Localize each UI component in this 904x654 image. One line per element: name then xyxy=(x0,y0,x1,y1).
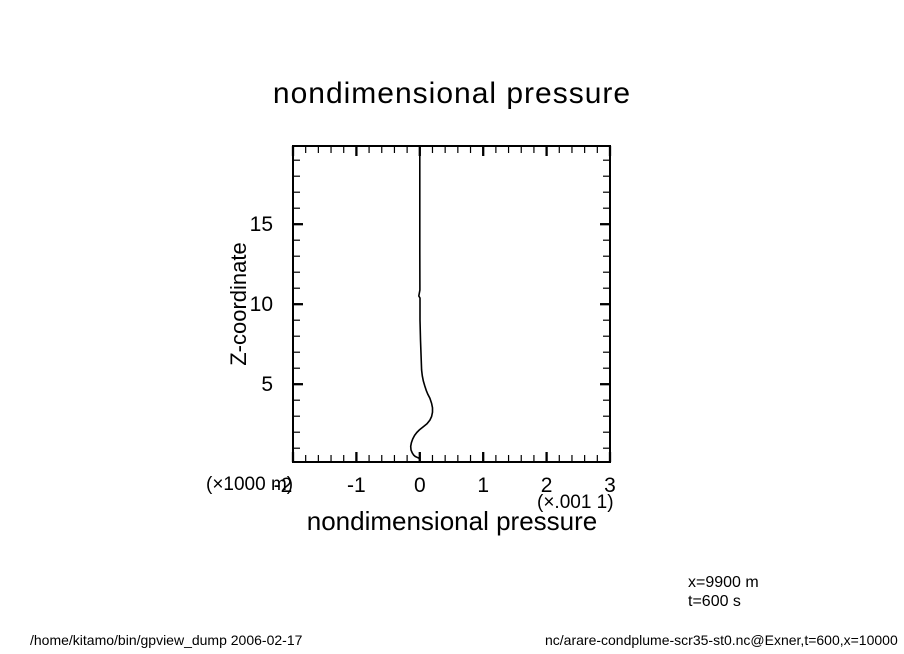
svg-text:nondimensional pressure: nondimensional pressure xyxy=(273,77,631,110)
svg-text:/home/kitamo/bin/gpview_dump: /home/kitamo/bin/gpview_dump 2006-02-17 xyxy=(30,632,303,648)
svg-text:1: 1 xyxy=(477,474,489,497)
svg-text:5: 5 xyxy=(261,373,273,396)
svg-text:-1: -1 xyxy=(347,474,366,497)
svg-text:x=9900 m: x=9900 m xyxy=(688,574,759,591)
svg-text:-2: -2 xyxy=(274,474,293,497)
svg-text:10: 10 xyxy=(250,293,273,316)
svg-text:Z-coordinate: Z-coordinate xyxy=(226,242,251,366)
svg-text:nc/arare-condplume-scr35-st0.n: nc/arare-condplume-scr35-st0.nc@Exner,t=… xyxy=(545,632,898,648)
svg-text:3: 3 xyxy=(604,474,616,497)
svg-text:0: 0 xyxy=(414,474,426,497)
svg-text:t=600 s: t=600 s xyxy=(688,593,741,610)
svg-text:15: 15 xyxy=(250,213,273,236)
svg-text:2: 2 xyxy=(541,474,553,497)
